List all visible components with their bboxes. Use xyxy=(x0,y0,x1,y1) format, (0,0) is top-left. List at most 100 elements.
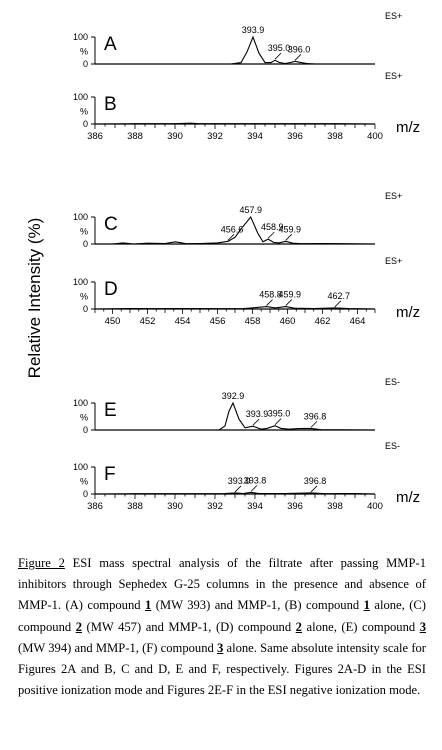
spectrum-trace xyxy=(94,306,376,310)
caption-compound-3a: 3 xyxy=(419,619,427,634)
peak-label: 395.0 xyxy=(268,409,291,419)
caption-compound-3b: 3 xyxy=(217,640,224,655)
caption-text-2: (MW 393) and MMP-1, (B) compound xyxy=(151,598,364,613)
peak-label-leader xyxy=(310,421,318,428)
spectrum-trace xyxy=(95,401,376,431)
peak-label-leader xyxy=(266,299,273,306)
y-tick-label: 0 xyxy=(83,304,88,314)
x-tick-label: 392 xyxy=(207,131,223,142)
x-tick-label: 400 xyxy=(367,131,383,142)
panel-f: ES- F 100% 0 386 388 390 392 394 396 398 400 m/z 393.… xyxy=(73,441,420,512)
ionization-mode-label: ES- xyxy=(385,441,400,451)
peak-label: 396.8 xyxy=(304,411,327,421)
peak-label: 393.9 xyxy=(242,25,265,35)
x-tick-label: 394 xyxy=(247,131,263,142)
peak-label-leader xyxy=(294,54,302,61)
peak-label: 393.0 xyxy=(228,476,251,486)
y-tick-label: % xyxy=(80,477,88,487)
x-tick-label: 392 xyxy=(207,501,223,512)
panel-letter: A xyxy=(104,34,117,55)
panel-letter: E xyxy=(104,400,117,421)
caption-compound-2b: 2 xyxy=(295,619,302,634)
caption-text-5: alone, (E) compound xyxy=(301,619,420,634)
peak-label-leader xyxy=(234,485,242,493)
y-tick-label: 100 xyxy=(73,398,88,408)
y-tick-label: 100 xyxy=(73,462,88,472)
y-tick-label: % xyxy=(80,227,88,237)
peak-label-leader xyxy=(274,418,282,425)
y-axis-label: Relative Intensity (%) xyxy=(25,218,44,379)
x-tick-label: 394 xyxy=(247,501,263,512)
x-tick-label: 460 xyxy=(280,316,296,327)
caption-text-4: (MW 457) and MMP-1, (D) compound xyxy=(82,619,296,634)
y-tick-label: 0 xyxy=(83,119,88,129)
caption-compound-1a: 1 xyxy=(144,598,152,613)
ionization-mode-label: ES+ xyxy=(385,11,402,21)
caption-compound-2a: 2 xyxy=(75,619,82,634)
caption-text-6: (MW 394) and MMP-1, (F) compound xyxy=(18,640,218,655)
y-tick-label: 0 xyxy=(83,239,88,249)
peak-label: 457.9 xyxy=(239,205,262,215)
peak-label-leader xyxy=(274,52,282,60)
x-tick-label: 452 xyxy=(140,316,156,327)
caption-compound-1b: 1 xyxy=(363,598,370,613)
peak-label: 462.7 xyxy=(327,291,350,301)
peak-label: 395.0 xyxy=(268,43,291,53)
peak-label: 396.0 xyxy=(288,44,311,54)
peak-label: 456.6 xyxy=(221,224,244,234)
peak-label-leader xyxy=(227,234,235,241)
x-tick-label: 390 xyxy=(167,501,183,512)
y-tick-label: % xyxy=(80,413,88,423)
peak-label-leader xyxy=(285,299,293,306)
x-tick-label: 450 xyxy=(105,316,121,327)
peak-label-leader xyxy=(250,485,258,492)
y-tick-label: 0 xyxy=(83,425,88,435)
y-tick-label: 100 xyxy=(73,92,88,102)
caption-text-3: alone, (C) compound xyxy=(18,598,426,634)
x-tick-label: 386 xyxy=(87,501,103,512)
y-tick-label: 100 xyxy=(73,277,88,287)
spectrum-trace xyxy=(95,215,376,245)
ionization-mode-label: ES+ xyxy=(385,71,402,81)
x-tick-label: 390 xyxy=(167,131,183,142)
ionization-mode-label: ES- xyxy=(385,377,400,387)
x-tick-label: 386 xyxy=(87,131,103,142)
peak-label: 458.8 xyxy=(259,290,282,300)
peak-label: 393.9 xyxy=(246,409,269,419)
x-tick-label: 388 xyxy=(127,131,143,142)
y-tick-label: 0 xyxy=(83,489,88,499)
x-tick-label: 454 xyxy=(175,316,191,327)
peak-label-leader xyxy=(285,234,293,241)
x-axis-unit: m/z xyxy=(396,304,420,321)
y-tick-label: % xyxy=(80,107,88,117)
spectrum-trace xyxy=(94,122,376,125)
x-tick-label: 400 xyxy=(367,501,383,512)
peak-label: 396.8 xyxy=(304,476,327,486)
y-tick-label: % xyxy=(80,292,88,302)
x-tick-label: 398 xyxy=(327,131,343,142)
peak-label: 459.9 xyxy=(278,290,301,300)
ionization-mode-label: ES+ xyxy=(385,256,402,266)
y-tick-label: % xyxy=(80,47,88,57)
y-tick-label: 0 xyxy=(83,59,88,69)
peak-label-leader xyxy=(267,231,275,239)
caption-figure-label: Figure 2 xyxy=(18,556,65,570)
y-tick-label: 100 xyxy=(73,32,88,42)
peak-label-leader xyxy=(252,418,260,426)
x-axis-unit: m/z xyxy=(396,489,420,506)
peak-label: 392.9 xyxy=(222,391,245,401)
caption-text-7: alone. Same absolute intensity scale for… xyxy=(18,640,426,698)
x-axis-unit: m/z xyxy=(396,119,420,136)
peak-label-leader xyxy=(310,485,318,493)
panel-d: ES+ D 100% 0 450 452 454 456 458 460 462 464 m/z 458.… xyxy=(73,256,420,327)
x-tick-label: 396 xyxy=(287,501,303,512)
panel-letter: F xyxy=(104,464,116,485)
caption-text-1: ESI mass spectral analysis of the filtra… xyxy=(18,556,426,613)
panel-letter: C xyxy=(104,214,118,235)
peak-label-leader xyxy=(334,300,342,308)
peak-label: 393.8 xyxy=(244,475,267,485)
peak-label: 458.9 xyxy=(261,222,284,232)
spectra-figure: Relative Intensity (%) ES+A100%0393.9395… xyxy=(25,11,420,512)
figure-caption: Figure 2 ESI mass spectral analysis of t… xyxy=(18,553,426,701)
